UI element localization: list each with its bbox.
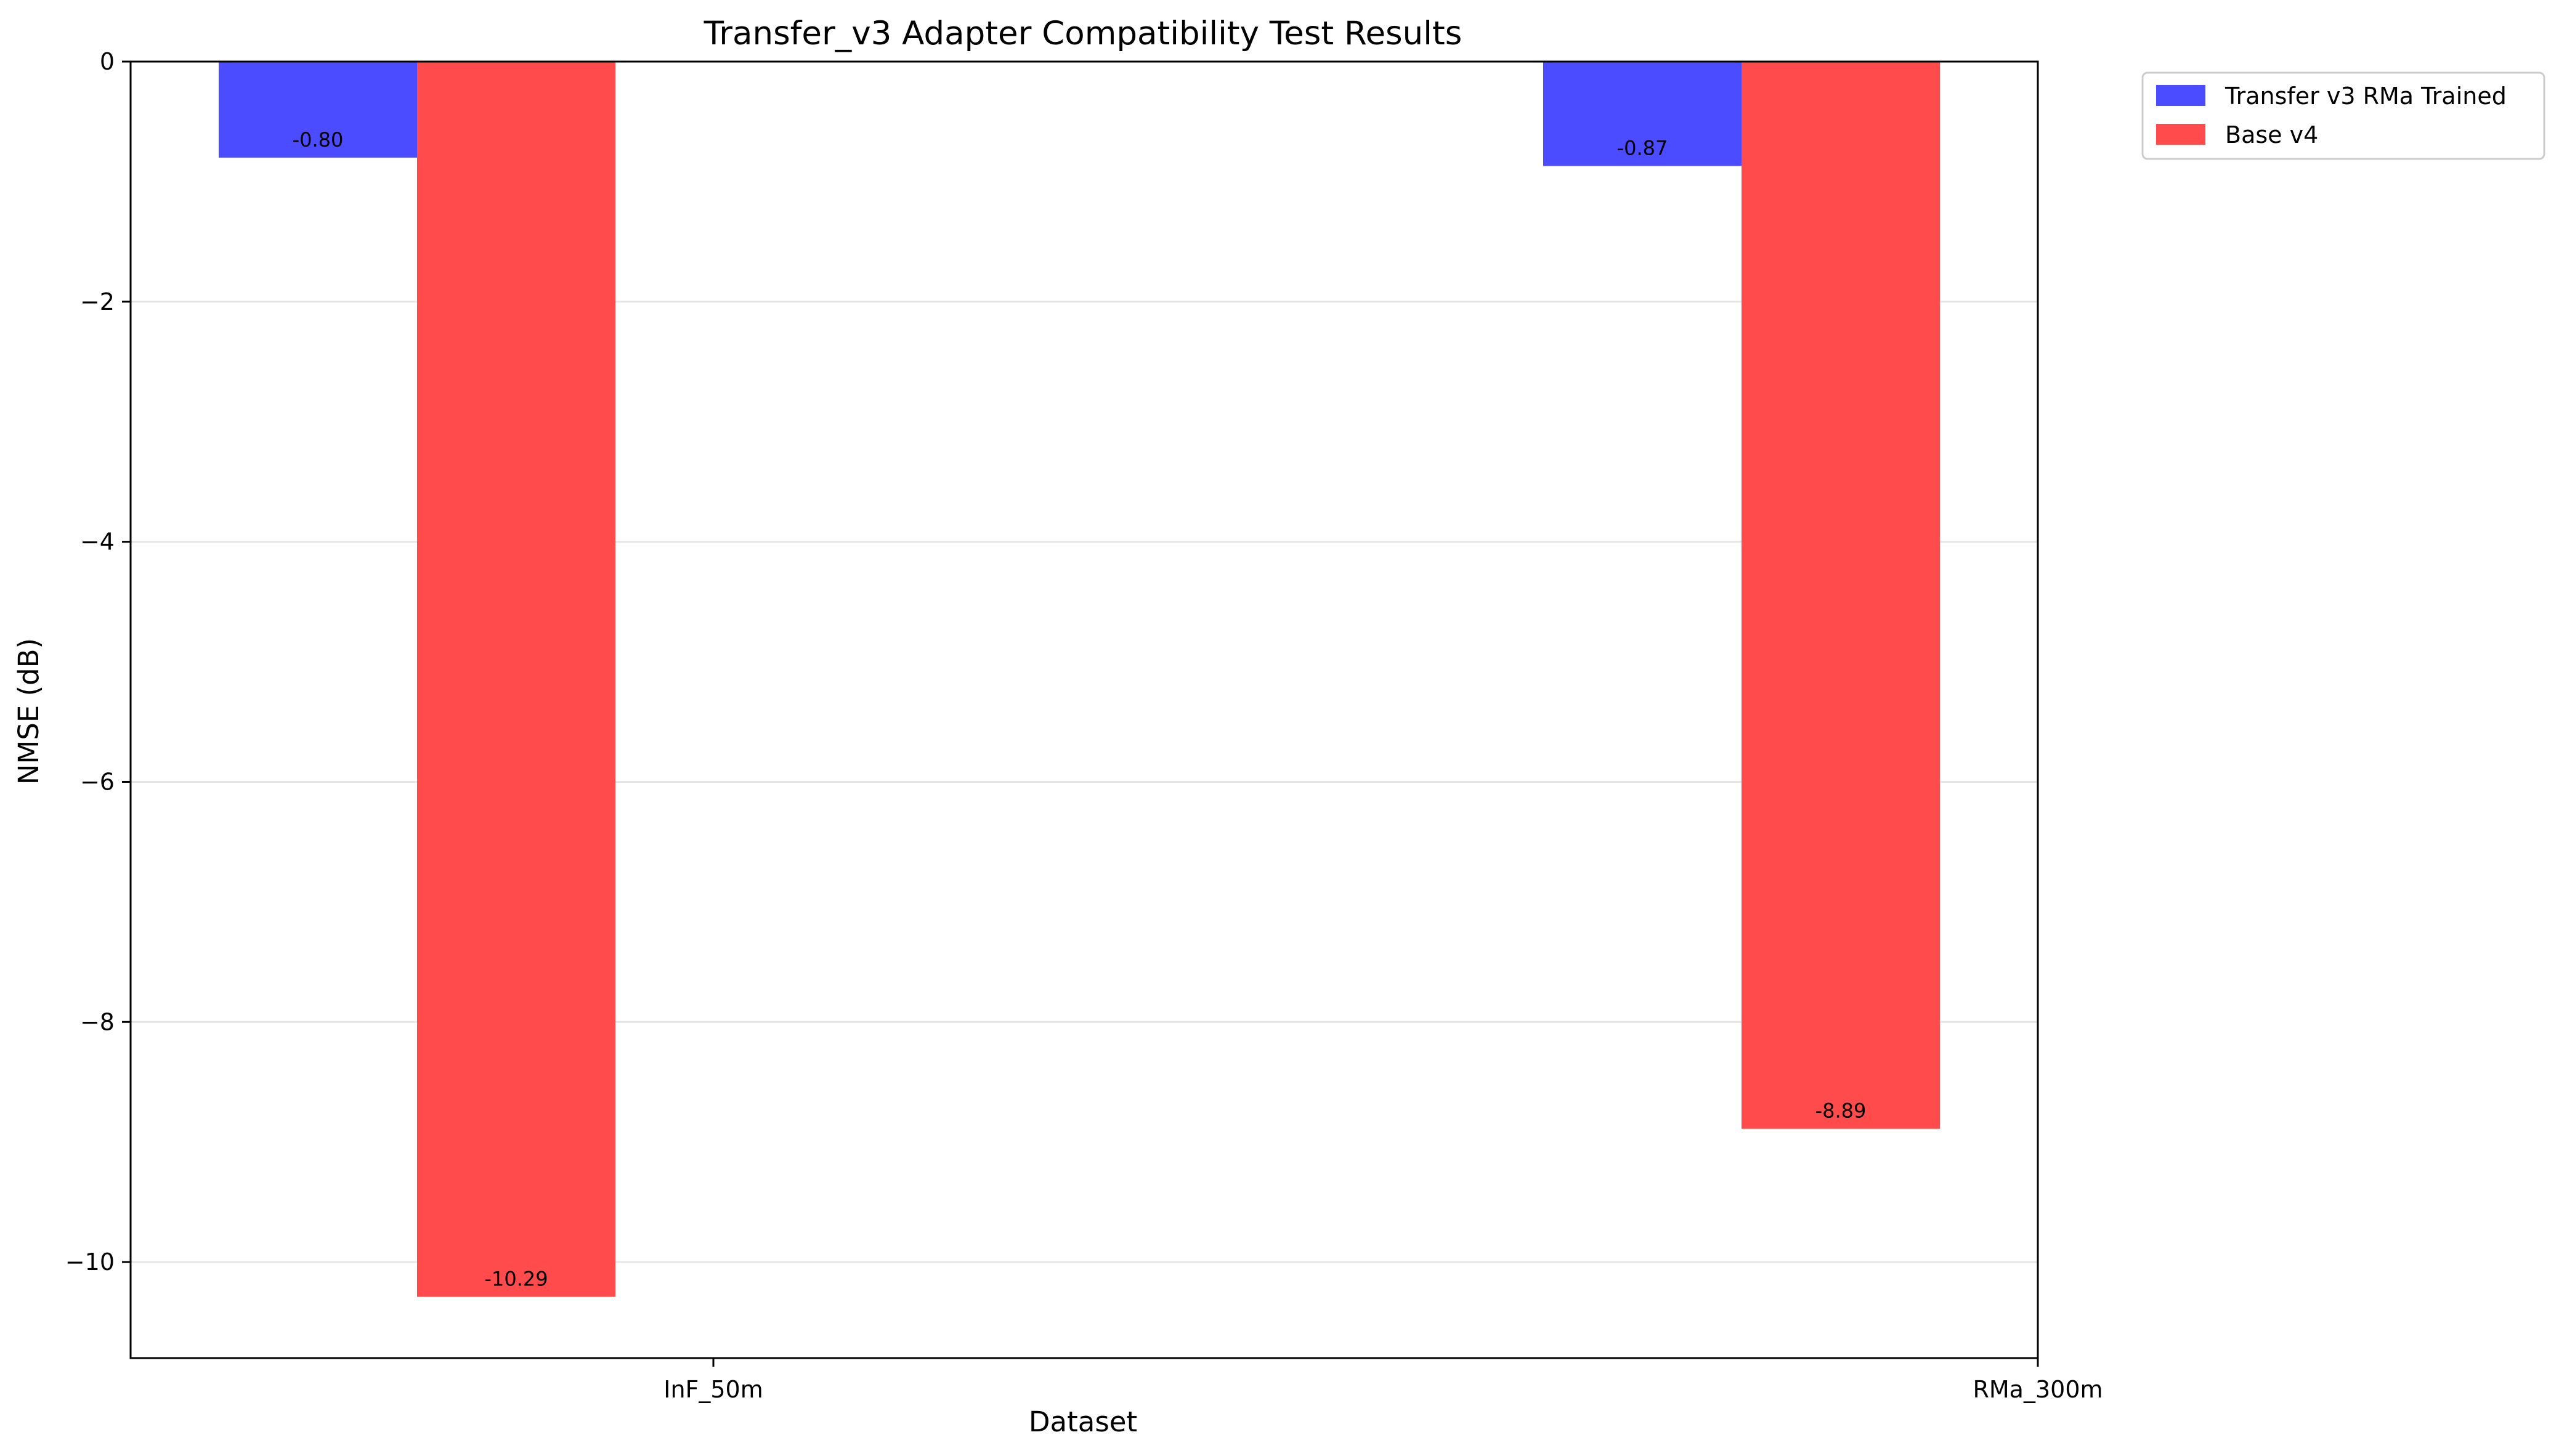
y-axis-label: NMSE (dB) [12, 638, 45, 785]
bar-transfer-v3-rma-300m [1543, 62, 1742, 166]
y-tick-label: −8 [80, 1008, 115, 1035]
y-tick-label: −4 [80, 528, 115, 556]
y-tick-label: −2 [80, 288, 115, 315]
y-tick-label: −10 [65, 1248, 115, 1276]
chart-title: Transfer_v3 Adapter Compatibility Test R… [704, 15, 1462, 52]
data-label: -0.87 [1617, 137, 1668, 160]
y-tick-label: −6 [80, 768, 115, 795]
legend-label-base-v4: Base v4 [2225, 121, 2318, 148]
legend-frame [2141, 71, 2545, 160]
data-label: -10.29 [484, 1268, 548, 1291]
data-labels: -0.80 -10.29 -0.87 -8.89 [293, 128, 1867, 1291]
bar-transfer-v3-inf-50m [219, 62, 417, 158]
y-axis-ticks: 0 −2 −4 −6 −8 −10 [65, 48, 131, 1276]
plot-frame [129, 60, 2039, 1359]
legend-swatch-base-v4 [2156, 124, 2205, 145]
bar-base-v4-rma-300m [1742, 62, 1940, 1129]
x-axis-ticks: InF_50m RMa_300m [663, 1358, 2103, 1403]
data-label: -8.89 [1815, 1099, 1867, 1123]
x-axis-label: Dataset [1029, 1405, 1137, 1438]
legend-label-transfer-v3: Transfer v3 RMa Trained [2224, 83, 2507, 110]
legend: Transfer v3 RMa Trained Base v4 [2141, 71, 2545, 160]
x-tick-label: RMa_300m [1973, 1376, 2103, 1403]
y-tick-label: 0 [100, 48, 115, 75]
bar-base-v4-inf-50m [417, 62, 615, 1297]
x-tick-label: InF_50m [663, 1376, 763, 1403]
bars [219, 62, 1940, 1297]
data-label: -0.80 [293, 128, 344, 152]
legend-swatch-transfer-v3 [2156, 85, 2205, 106]
